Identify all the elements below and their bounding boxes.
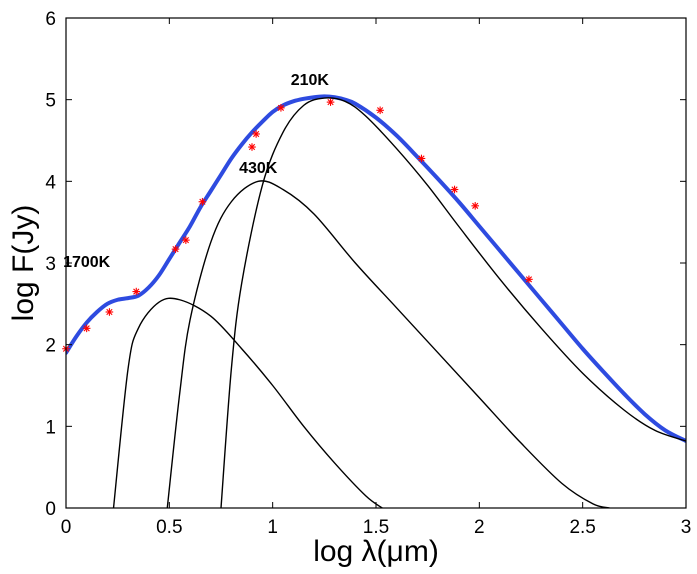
series-line-430k	[166, 180, 611, 508]
curve-annotation: 210K	[291, 72, 330, 89]
x-tick-label: 2.5	[569, 517, 595, 538]
curve-annotation: 1700K	[63, 254, 111, 271]
y-tick-label: 5	[45, 91, 56, 112]
y-axis-title: log F(Jy)	[7, 205, 40, 322]
series-line-1700k	[112, 297, 383, 508]
x-tick-label: 0	[61, 517, 72, 538]
y-tick-label: 0	[45, 499, 56, 520]
x-tick-label: 3	[681, 517, 692, 538]
y-tick-label: 6	[45, 9, 56, 30]
axes-frame	[65, 17, 687, 509]
series-line-210k	[220, 97, 686, 508]
observation-point	[252, 130, 260, 138]
observation-point	[82, 324, 91, 333]
y-tick-label: 2	[45, 336, 56, 357]
y-tick-label: 3	[45, 254, 56, 275]
observation-point	[326, 98, 335, 106]
observation-point	[198, 197, 207, 206]
y-tick-label: 4	[45, 172, 56, 193]
observation-point	[417, 154, 426, 163]
observation-point	[171, 245, 180, 253]
observation-point	[277, 104, 285, 112]
observation-point	[376, 106, 384, 115]
observation-point	[525, 275, 533, 284]
x-tick-label: 0.5	[156, 517, 182, 538]
x-axis-title: log λ(μm)	[313, 535, 439, 568]
observation-point	[105, 308, 114, 316]
series-line-total-model	[66, 94, 686, 444]
axis-ticks: 0 0.5 1 1.5 2 2.5 3 0 1 2 3 4 5 6	[45, 9, 691, 538]
observation-markers	[62, 98, 533, 353]
x-tick-label: 2	[474, 517, 485, 538]
curve-annotations: 1700K 430K 210K	[63, 72, 329, 271]
observation-point	[248, 143, 256, 151]
series-layer	[66, 94, 686, 508]
observation-point	[450, 185, 459, 194]
x-tick-label: 1.5	[363, 517, 389, 538]
curve-annotation: 430K	[239, 160, 278, 177]
observation-point	[471, 202, 479, 210]
observation-point	[132, 287, 141, 296]
observation-point	[182, 236, 190, 244]
x-tick-label: 1	[267, 517, 278, 538]
y-tick-label: 1	[45, 417, 56, 438]
